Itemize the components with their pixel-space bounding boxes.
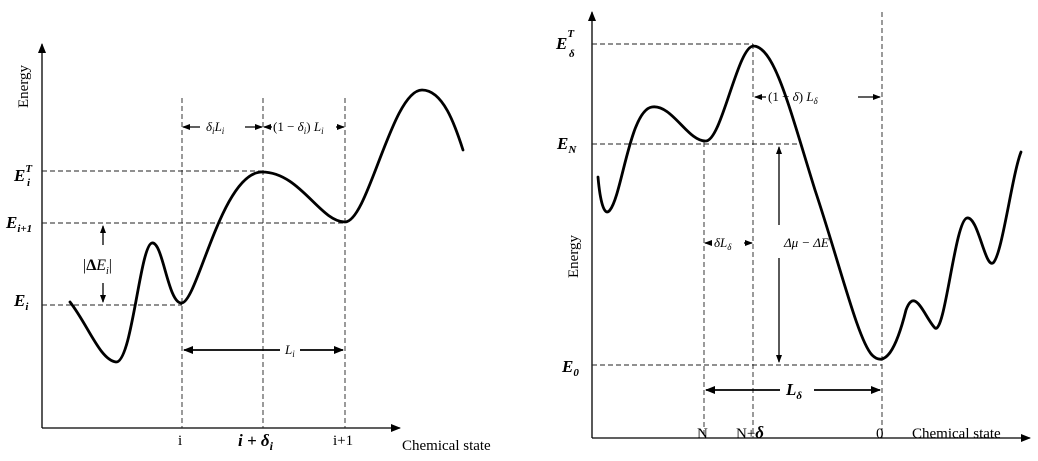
right-y-axis-label: Energy [566, 234, 582, 278]
right-delta-mu-label: Δμ − ΔE [783, 235, 829, 250]
right-tick-zero: 0 [876, 426, 884, 442]
left-odL-label: (1 − δi) Li [273, 119, 324, 136]
left-delta-E-label: |ΔEi| [83, 257, 112, 277]
left-L-label: Li [284, 342, 295, 359]
right-level-label-ET: ET δ [555, 28, 575, 60]
left-dL-label: δiLi [206, 119, 225, 136]
right-L-label: Lδ [785, 380, 802, 402]
left-y-axis-label: Energy [16, 64, 32, 108]
right-level-label-E0: E0 [561, 357, 579, 379]
left-tick-i: i [178, 433, 182, 449]
left-energy-curve [68, 88, 465, 364]
right-energy-curve [596, 44, 1023, 361]
right-dL-label: δLδ [714, 235, 732, 252]
right-odL-label: (1 − δ) Lδ [768, 89, 819, 106]
left-tick-i-plus-1: i+1 [333, 433, 353, 449]
left-level-label-Ei: Ei [13, 291, 29, 313]
right-tick-N-delta: N+δ [736, 423, 764, 442]
left-x-axis-label: Chemical state [402, 438, 491, 454]
left-level-label-ET: ET i [13, 163, 33, 189]
right-tick-N: N [697, 426, 708, 442]
left-panel: Energy Chemical state i i + δi i+1 ET i E… [5, 43, 491, 454]
right-x-axis-label: Chemical state [912, 426, 1001, 442]
right-level-label-EN: EN [556, 134, 577, 156]
left-tick-i-delta: i + δi [238, 431, 274, 453]
right-panel: Energy Chemical state N N+δ 0 ET δ EN E0 … [555, 11, 1031, 442]
left-level-label-Ei1: Ei+1 [5, 213, 32, 235]
